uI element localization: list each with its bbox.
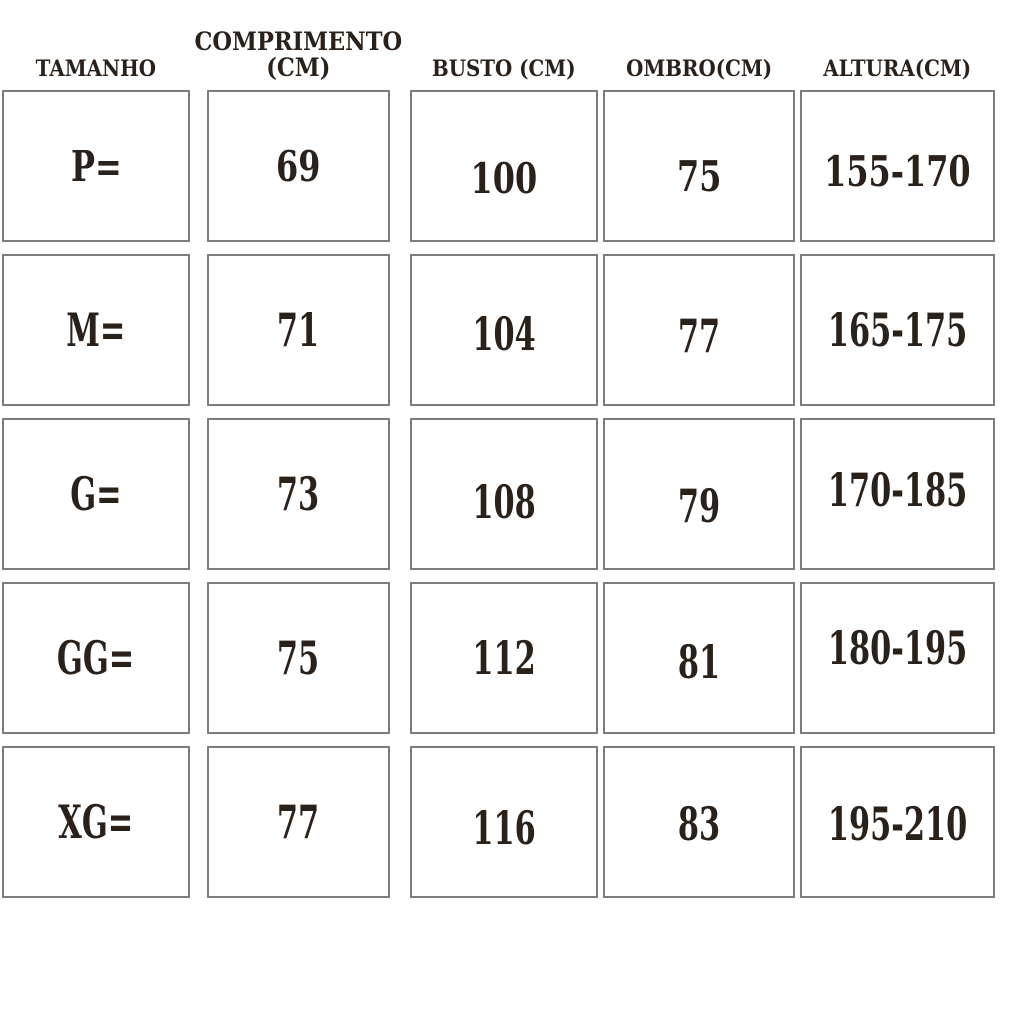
cell-xg-busto: 116 xyxy=(410,746,598,898)
table-header-row: TAMANHO COMPRIMENTO (CM) BUSTO (CM) OMBR… xyxy=(2,0,995,90)
cell-m-comprimento-value: 71 xyxy=(277,303,320,357)
cell-m-altura-value: 165-175 xyxy=(827,303,968,357)
cell-g-tamanho-value: G= xyxy=(70,467,122,521)
cell-gg-busto-value: 112 xyxy=(472,631,536,685)
cell-g-comprimento: 73 xyxy=(207,418,390,570)
col-header-altura: ALTURA(CM) xyxy=(800,0,995,90)
cell-g-altura: 170-185 xyxy=(800,418,995,570)
cell-gg-ombro-value: 81 xyxy=(677,635,721,689)
cell-p-busto: 100 xyxy=(410,90,598,242)
cell-g-ombro: 79 xyxy=(603,418,795,570)
cell-p-tamanho: P= xyxy=(2,90,190,242)
cell-m-tamanho-value: M= xyxy=(66,303,126,357)
cell-gg-altura-value: 180-195 xyxy=(827,621,968,675)
cell-g-busto-value: 108 xyxy=(472,475,536,529)
col-header-comprimento: COMPRIMENTO (CM) xyxy=(195,0,403,90)
col-header-altura-label: ALTURA(CM) xyxy=(823,55,972,82)
cell-p-ombro: 75 xyxy=(603,90,795,242)
cell-p-altura: 155-170 xyxy=(800,90,995,242)
col-header-ombro-label: OMBRO(CM) xyxy=(625,55,773,82)
cell-m-altura: 165-175 xyxy=(800,254,995,406)
cell-gg-comprimento: 75 xyxy=(207,582,390,734)
cell-m-comprimento: 71 xyxy=(207,254,390,406)
cell-m-busto-value: 104 xyxy=(472,307,536,361)
cell-gg-busto: 112 xyxy=(410,582,598,734)
col-header-tamanho-label: TAMANHO xyxy=(35,55,157,82)
size-chart-table: TAMANHO COMPRIMENTO (CM) BUSTO (CM) OMBR… xyxy=(2,0,995,898)
cell-xg-busto-value: 116 xyxy=(472,801,536,855)
cell-gg-tamanho: GG= xyxy=(2,582,190,734)
col-header-comprimento-label: COMPRIMENTO (CM) xyxy=(194,26,403,82)
cell-p-ombro-value: 75 xyxy=(676,151,722,201)
cell-g-comprimento-value: 73 xyxy=(277,467,320,521)
cell-p-busto-value: 100 xyxy=(470,153,538,203)
cell-xg-comprimento: 77 xyxy=(207,746,390,898)
cell-xg-comprimento-value: 77 xyxy=(277,795,320,849)
cell-xg-tamanho: XG= xyxy=(2,746,190,898)
cell-xg-tamanho-value: XG= xyxy=(58,795,134,849)
cell-xg-ombro-value: 83 xyxy=(677,797,721,851)
cell-m-busto: 104 xyxy=(410,254,598,406)
col-header-ombro: OMBRO(CM) xyxy=(603,0,795,90)
cell-gg-ombro: 81 xyxy=(603,582,795,734)
cell-p-comprimento: 69 xyxy=(207,90,390,242)
cell-p-altura-value: 155-170 xyxy=(824,146,971,196)
cell-g-busto: 108 xyxy=(410,418,598,570)
table-body: P= 69 100 75 155-170 M= 71 104 xyxy=(2,90,995,898)
cell-m-ombro: 77 xyxy=(603,254,795,406)
cell-xg-ombro: 83 xyxy=(603,746,795,898)
col-header-busto-label: BUSTO (CM) xyxy=(432,55,576,82)
cell-xg-altura-value: 195-210 xyxy=(827,797,968,851)
cell-gg-tamanho-value: GG= xyxy=(57,631,135,685)
cell-gg-altura: 180-195 xyxy=(800,582,995,734)
cell-m-tamanho: M= xyxy=(2,254,190,406)
cell-xg-altura: 195-210 xyxy=(800,746,995,898)
col-header-busto: BUSTO (CM) xyxy=(410,0,598,90)
cell-m-ombro-value: 77 xyxy=(677,309,721,363)
cell-g-altura-value: 170-185 xyxy=(827,463,968,517)
cell-p-tamanho-value: P= xyxy=(70,141,122,191)
cell-gg-comprimento-value: 75 xyxy=(277,631,320,685)
cell-g-tamanho: G= xyxy=(2,418,190,570)
col-header-tamanho: TAMANHO xyxy=(2,0,190,90)
cell-g-ombro-value: 79 xyxy=(677,479,721,533)
cell-p-comprimento-value: 69 xyxy=(276,141,321,191)
